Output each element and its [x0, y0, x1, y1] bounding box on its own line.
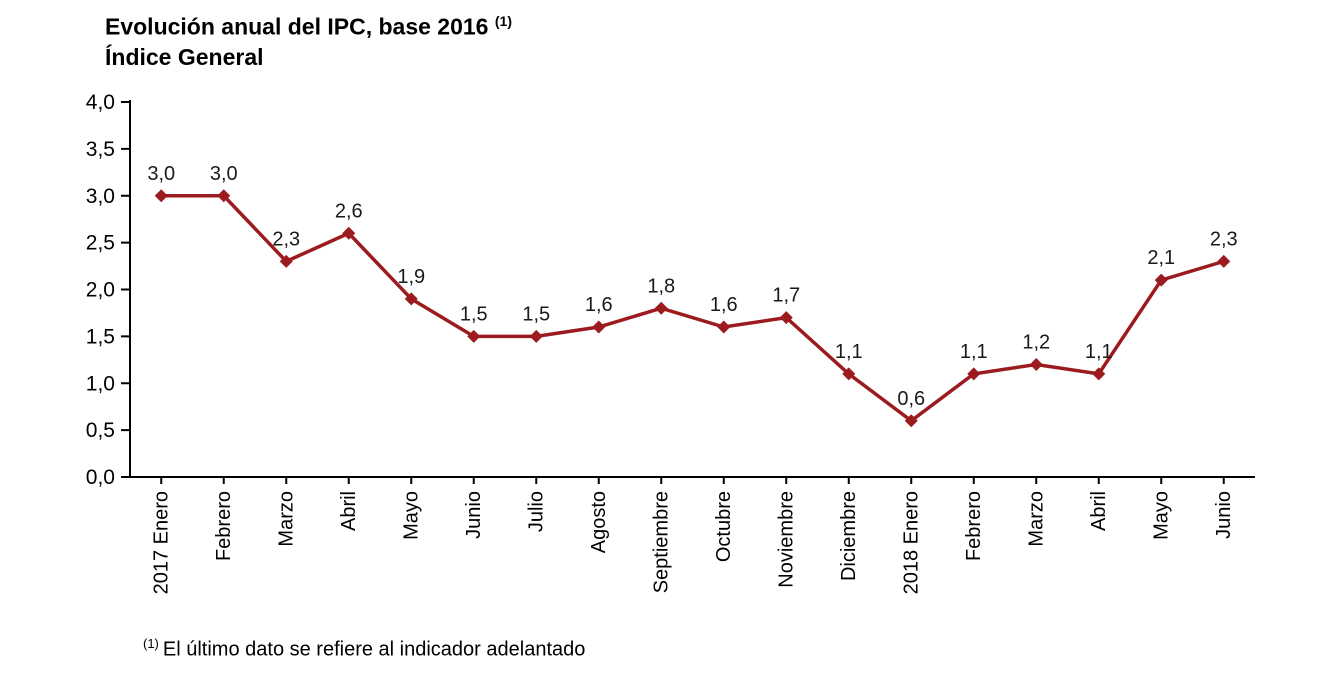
y-axis-tick-label: 2,5	[86, 232, 115, 255]
data-point-marker	[1029, 358, 1043, 371]
data-point-marker	[592, 320, 606, 334]
data-point-marker	[779, 311, 793, 325]
data-point-label: 1,8	[647, 275, 675, 297]
data-point-marker	[1217, 254, 1231, 268]
data-point-marker	[279, 254, 293, 268]
series-line	[161, 194, 1225, 423]
x-axis-label: Febrero	[963, 491, 985, 561]
chart-title-block: Evolución anual del IPC, base 2016 (1) Í…	[105, 6, 512, 72]
x-axis-label: Marzo	[1025, 491, 1047, 547]
data-point-label: 2,3	[272, 228, 300, 250]
footnote-marker: (1)	[143, 636, 159, 651]
x-axis-label: Febrero	[213, 491, 235, 561]
x-axis-label: Julio	[525, 491, 547, 532]
data-point-marker	[1092, 367, 1106, 381]
data-point-label: 1,7	[772, 285, 800, 307]
footnote-text: El último dato se refiere al indicador a…	[162, 638, 586, 661]
data-point-marker	[217, 189, 231, 203]
data-point-label: 1,1	[960, 341, 988, 363]
data-point-marker	[1154, 273, 1168, 287]
x-axis-label: Marzo	[275, 491, 297, 547]
x-axis-label: Abril	[1088, 491, 1110, 531]
y-axis-tick-label: 2,0	[86, 279, 115, 302]
x-axis-label: Octubre	[713, 491, 735, 562]
ipc-line-chart: 0,0 0,5 1,0 1,5 2,0 2,5 3,0 3,5 4,0 2017 Enero Feb…	[86, 91, 1255, 594]
data-point-label: 2,6	[335, 200, 363, 222]
data-point-marker	[529, 329, 543, 343]
data-point-marker	[404, 292, 418, 306]
data-point-marker	[342, 226, 356, 240]
data-point-label: 1,6	[585, 294, 613, 316]
y-axis-tick-label: 3,5	[86, 138, 115, 161]
x-axis-label: 2017 Enero	[150, 491, 172, 594]
x-axis-label: Agosto	[588, 491, 610, 553]
data-point-marker	[467, 329, 481, 343]
x-axis-label: Septiembre	[650, 491, 672, 593]
x-axis-label: 2018 Enero	[900, 491, 922, 594]
data-point-label: 1,1	[835, 341, 863, 363]
chart-title: Evolución anual del IPC, base 2016 (1)	[105, 6, 512, 42]
data-point-label: 2,1	[1147, 247, 1175, 269]
data-point-label: 2,3	[1210, 228, 1238, 250]
y-axis-tick-label: 1,0	[86, 372, 115, 395]
data-point-marker	[842, 367, 856, 381]
chart-title-superscript: (1)	[494, 13, 512, 29]
chart-footnote: (1) El último dato se refiere al indicado…	[143, 636, 585, 662]
data-point-label: 3,0	[147, 163, 175, 185]
data-point-label: 1,9	[397, 266, 425, 288]
y-axis-tick-label: 0,0	[86, 466, 115, 489]
y-axis-tick-label: 1,5	[86, 325, 115, 348]
data-point-label: 1,2	[1022, 332, 1050, 354]
x-axis-label: Junio	[1213, 491, 1235, 539]
data-point-label: 1,5	[522, 303, 550, 325]
data-point-marker	[717, 320, 731, 334]
y-axis-tick-label: 3,0	[86, 185, 115, 208]
chart-title-text: Evolución anual del IPC, base 2016	[105, 13, 489, 40]
data-point-marker	[154, 189, 168, 203]
data-point-marker	[967, 367, 981, 381]
data-point-label: 1,6	[710, 294, 738, 316]
data-point-marker	[904, 414, 918, 428]
x-axis-label: Abril	[338, 491, 360, 531]
x-axis-label: Junio	[463, 491, 485, 539]
x-axis-label: Mayo	[400, 491, 422, 540]
x-axis-label: Noviembre	[775, 491, 797, 588]
y-axis-tick-label: 0,5	[86, 419, 115, 442]
data-point-label: 0,6	[897, 388, 925, 410]
x-axis-label: Diciembre	[838, 491, 860, 581]
data-point-label: 3,0	[210, 163, 238, 185]
x-axis-label: Mayo	[1150, 491, 1172, 540]
chart-subtitle: Índice General	[105, 43, 264, 70]
data-point-marker	[654, 301, 668, 315]
data-point-label: 1,1	[1085, 341, 1113, 363]
data-point-label: 1,5	[460, 303, 488, 325]
y-axis-tick-label: 4,0	[86, 91, 115, 114]
